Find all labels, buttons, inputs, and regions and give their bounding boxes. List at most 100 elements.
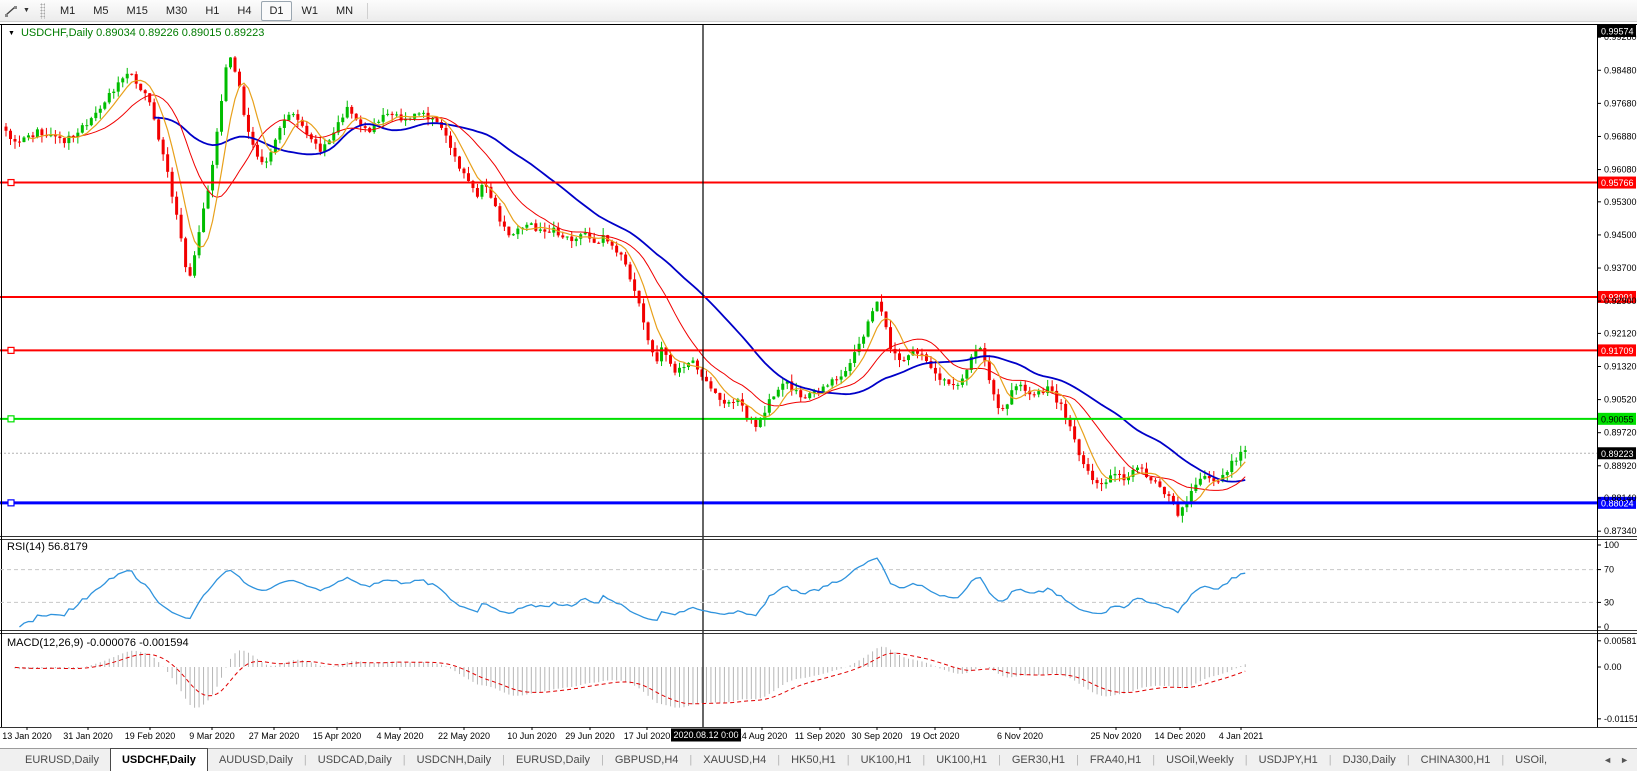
hline-price-tag xyxy=(1598,412,1636,425)
chevron-down-icon[interactable]: ▼ xyxy=(23,7,30,14)
timeframe-button-m5[interactable]: M5 xyxy=(93,4,109,17)
tab-hk50-h1[interactable]: HK50,H1 xyxy=(791,754,836,766)
candle-body xyxy=(287,114,291,121)
candle-body xyxy=(767,399,771,413)
candle-body xyxy=(404,119,408,121)
price-tick-label: 0.88140 xyxy=(1604,493,1637,503)
hline-handle[interactable] xyxy=(7,178,15,187)
price-tick-label: 0.92900 xyxy=(1604,296,1637,306)
candle-body xyxy=(534,223,538,231)
candle-body xyxy=(547,231,551,233)
tab-scroll-right-icon[interactable]: ► xyxy=(1620,755,1629,765)
tab-usdjpy-h1[interactable]: USDJPY,H1 xyxy=(1258,754,1318,766)
tab-usoil-weekly[interactable]: USOil,Weekly xyxy=(1166,754,1234,766)
timeframe-button-d1[interactable]: D1 xyxy=(261,0,292,21)
candle-body xyxy=(731,401,735,403)
tab-uk100-h1[interactable]: UK100,H1 xyxy=(936,754,987,766)
tab-usdchf-daily[interactable]: USDCHF,Daily xyxy=(109,748,208,771)
candle-body xyxy=(157,119,161,140)
candle-body xyxy=(902,360,906,362)
candle-body xyxy=(22,137,26,143)
candle-body xyxy=(8,130,12,140)
tab-dj30-daily[interactable]: DJ30,Daily xyxy=(1342,754,1396,766)
candle-body xyxy=(341,117,345,123)
candle-body xyxy=(713,388,717,393)
candle-body xyxy=(1149,477,1153,481)
rsi-tick-label: 30 xyxy=(1604,597,1614,607)
candle-body xyxy=(1216,481,1220,483)
tab-usdcad-daily[interactable]: USDCAD,Daily xyxy=(317,754,392,766)
candle-body xyxy=(273,139,277,153)
candle-body xyxy=(1180,507,1184,516)
price-tick-label: 0.95300 xyxy=(1604,197,1637,207)
candle-body xyxy=(610,241,614,246)
candle-body xyxy=(808,393,812,399)
candle-body xyxy=(134,74,138,84)
candle-body xyxy=(318,143,322,152)
line-tool-icon[interactable] xyxy=(3,3,19,19)
candle-body xyxy=(372,122,376,133)
symbol-dropdown-icon[interactable]: ▼ xyxy=(8,30,15,37)
candle-body xyxy=(507,226,511,236)
timeframe-button-mn[interactable]: MN xyxy=(336,4,354,17)
hline-price-tag-text: 0.91709 xyxy=(1601,346,1634,356)
timeframe-button-h1[interactable]: H1 xyxy=(205,4,220,17)
candle-body xyxy=(722,399,726,404)
candle-body xyxy=(390,113,394,116)
tab-usoil-[interactable]: USOil, xyxy=(1515,754,1548,766)
candle-body xyxy=(570,236,574,242)
timeframe-button-m1[interactable]: M1 xyxy=(59,4,76,17)
candle-body xyxy=(471,181,475,189)
timeframe-button-w1[interactable]: W1 xyxy=(301,4,319,17)
bid-price-tag-text: 0.89223 xyxy=(1601,449,1634,459)
candle-body xyxy=(1171,495,1175,503)
tab-uk100-h1[interactable]: UK100,H1 xyxy=(860,754,912,766)
candle-body xyxy=(386,113,390,115)
rsi-line xyxy=(19,557,1246,628)
timeframe-button-m15[interactable]: M15 xyxy=(126,4,148,17)
candle-body xyxy=(1073,426,1077,440)
candle-body xyxy=(794,390,798,392)
candle-body xyxy=(821,386,825,394)
tab-gbpusd-h4[interactable]: GBPUSD,H4 xyxy=(614,754,679,766)
candle-body xyxy=(363,126,367,128)
candle-body xyxy=(992,380,996,395)
candle-body xyxy=(754,419,758,427)
tab-separator: | xyxy=(1152,754,1156,766)
tab-china300-h1[interactable]: CHINA300,H1 xyxy=(1420,754,1491,766)
candle-body xyxy=(898,353,902,361)
tab-separator: | xyxy=(922,754,926,766)
tab-eurusd-daily[interactable]: EURUSD,Daily xyxy=(25,754,99,766)
candle-body xyxy=(857,343,861,353)
candle-body xyxy=(1243,450,1247,452)
candle-body xyxy=(1162,486,1166,495)
symbol-tabbar: EURUSD,Daily USDCHF,Daily AUDUSD,Daily | USD… xyxy=(0,748,1637,771)
hline-handle[interactable] xyxy=(7,499,15,507)
tab-eurusd-daily[interactable]: EURUSD,Daily xyxy=(516,754,590,766)
tab-usdcnh-daily[interactable]: USDCNH,Daily xyxy=(416,754,492,766)
price-tick-label: 0.96080 xyxy=(1604,165,1637,175)
tab-ger30-h1[interactable]: GER30,H1 xyxy=(1011,754,1066,766)
candle-body xyxy=(305,125,309,135)
macd-tick-label: 0.005818 xyxy=(1604,636,1637,646)
tab-fra40-h1[interactable]: FRA40,H1 xyxy=(1089,754,1142,766)
candle-body xyxy=(462,168,466,174)
tab-xauusd-h4[interactable]: XAUUSD,H4 xyxy=(703,754,767,766)
candle-body xyxy=(1064,403,1068,418)
candle-body xyxy=(1131,469,1135,477)
candle-body xyxy=(314,139,318,144)
tab-audusd-daily[interactable]: AUDUSD,Daily xyxy=(218,754,293,766)
candle-body xyxy=(1113,473,1117,476)
tab-scroll-left-icon[interactable]: ◄ xyxy=(1603,755,1613,765)
candle-body xyxy=(942,379,946,381)
candle-body xyxy=(224,67,228,101)
candle-body xyxy=(880,301,884,312)
toolbar-grip[interactable] xyxy=(39,2,45,19)
timeframe-button-h4[interactable]: H4 xyxy=(237,4,252,17)
candle-body xyxy=(170,171,174,197)
hline-handle[interactable] xyxy=(7,346,15,355)
timeframe-button-m30[interactable]: M30 xyxy=(165,4,188,17)
hline-handle[interactable] xyxy=(7,415,15,423)
price-tick-label: 0.98480 xyxy=(1604,65,1637,75)
